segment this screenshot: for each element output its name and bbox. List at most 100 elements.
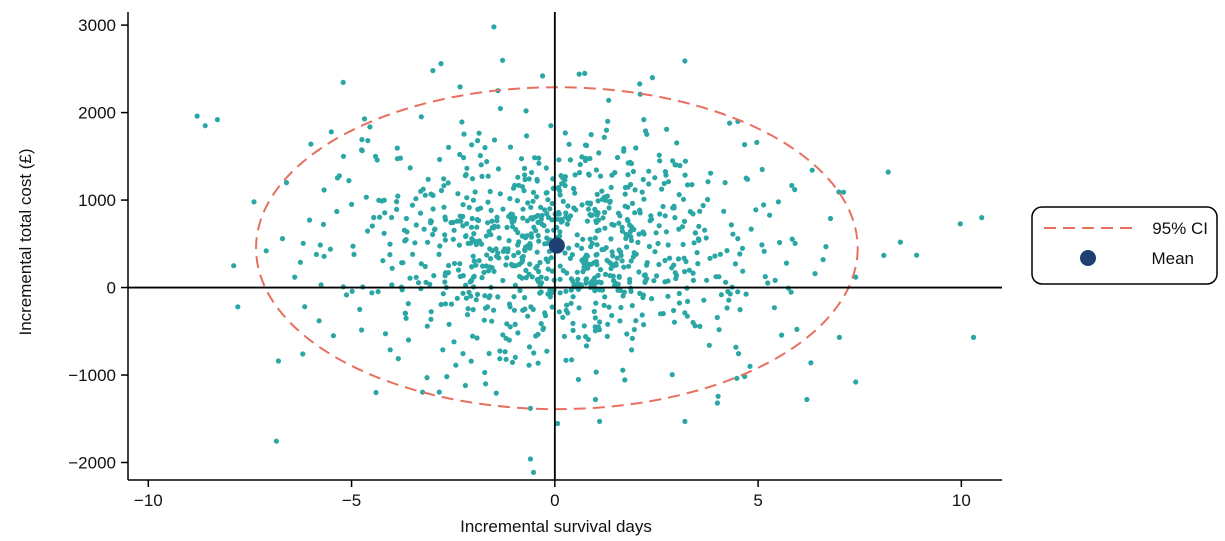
- scatter-point: [488, 207, 494, 213]
- scatter-point: [536, 160, 542, 166]
- scatter-point: [523, 267, 529, 273]
- scatter-point: [470, 253, 476, 259]
- scatter-point: [625, 204, 631, 210]
- scatter-point: [412, 240, 418, 246]
- y-axis-title: Incremental total cost (£): [16, 148, 35, 335]
- scatter-point: [367, 124, 373, 130]
- scatter-point: [601, 194, 608, 200]
- scatter-point: [513, 226, 519, 232]
- scatter-point: [603, 245, 609, 251]
- scatter-point: [744, 176, 751, 182]
- scatter-point: [759, 242, 765, 248]
- scatter-point: [583, 343, 590, 349]
- scatter-point: [692, 230, 699, 236]
- scatter-point: [464, 221, 470, 227]
- scatter-point: [657, 158, 663, 164]
- scatter-point: [607, 273, 613, 279]
- scatter-point: [464, 312, 471, 318]
- scatter-point: [617, 318, 623, 324]
- scatter-point: [431, 273, 437, 279]
- scatter-point: [430, 68, 436, 74]
- scatter-point: [316, 318, 322, 324]
- scatter-point: [425, 239, 431, 245]
- scatter-point: [422, 263, 428, 270]
- scatter-point: [512, 354, 518, 360]
- scatter-point: [794, 326, 800, 332]
- scatter-point: [445, 270, 451, 276]
- scatter-point: [438, 61, 444, 67]
- scatter-point: [530, 469, 537, 475]
- scatter-point: [596, 150, 602, 156]
- scatter-point: [783, 260, 790, 266]
- scatter-point: [340, 79, 346, 85]
- scatter-point: [548, 123, 554, 129]
- scatter-point: [477, 153, 483, 159]
- scatter-point: [735, 351, 742, 357]
- scatter-point: [789, 236, 795, 242]
- scatter-point: [454, 295, 460, 301]
- scatter-point: [660, 311, 666, 317]
- scatter-point: [676, 192, 682, 198]
- scatter-point: [460, 202, 466, 208]
- scatter-point: [531, 350, 537, 356]
- scatter-point: [375, 289, 381, 295]
- scatter-point: [705, 196, 711, 203]
- scatter-point: [520, 253, 526, 260]
- scatter-point: [620, 367, 626, 373]
- scatter-point: [627, 159, 633, 165]
- scatter-point: [528, 204, 534, 210]
- scatter-point: [351, 251, 357, 257]
- scatter-point: [543, 190, 549, 196]
- scatter-point: [511, 307, 517, 313]
- scatter-point: [621, 289, 628, 295]
- scatter-point: [470, 197, 476, 203]
- scatter-point: [231, 263, 237, 269]
- scatter-point: [603, 127, 610, 133]
- scatter-point: [732, 261, 739, 267]
- scatter-point: [413, 274, 419, 280]
- scatter-point: [440, 291, 446, 297]
- scatter-point: [547, 206, 553, 212]
- scatter-point: [714, 400, 721, 406]
- scatter-point: [460, 290, 466, 296]
- scatter-point: [557, 263, 563, 269]
- scatter-point: [522, 295, 528, 301]
- scatter-point: [302, 304, 308, 310]
- scatter-point: [235, 304, 241, 310]
- scatter-point: [403, 215, 409, 222]
- scatter-point: [608, 184, 614, 190]
- scatter-point: [633, 318, 639, 324]
- scatter-point: [522, 172, 528, 178]
- scatter-point: [625, 172, 631, 178]
- scatter-point: [595, 217, 602, 223]
- scatter-point: [525, 200, 531, 206]
- scatter-point: [279, 236, 286, 242]
- scatter-point: [559, 218, 565, 224]
- scatter-point: [283, 180, 290, 186]
- scatter-point: [635, 239, 641, 245]
- scatter-point: [524, 133, 530, 139]
- scatter-point: [545, 197, 551, 203]
- scatter-point: [527, 245, 533, 251]
- scatter-point: [517, 287, 523, 294]
- scatter-point: [374, 157, 380, 163]
- scatter-point: [734, 375, 740, 381]
- scatter-point: [680, 241, 686, 248]
- scatter-point: [662, 257, 668, 264]
- scatter-point: [461, 131, 467, 137]
- x-tick-label: −10: [134, 491, 163, 510]
- scatter-point: [742, 142, 748, 148]
- scatter-point: [717, 251, 724, 257]
- scatter-point: [524, 233, 530, 239]
- scatter-point: [599, 287, 606, 293]
- scatter-point: [568, 300, 574, 306]
- scatter-point: [605, 118, 611, 124]
- scatter-point: [735, 289, 741, 295]
- scatter-point: [592, 235, 598, 241]
- scatter-point: [557, 229, 563, 235]
- scatter-point: [580, 269, 586, 275]
- scatter-point: [442, 214, 448, 220]
- scatter-point: [565, 203, 571, 209]
- scatter-point: [472, 189, 478, 195]
- scatter-point: [646, 243, 653, 250]
